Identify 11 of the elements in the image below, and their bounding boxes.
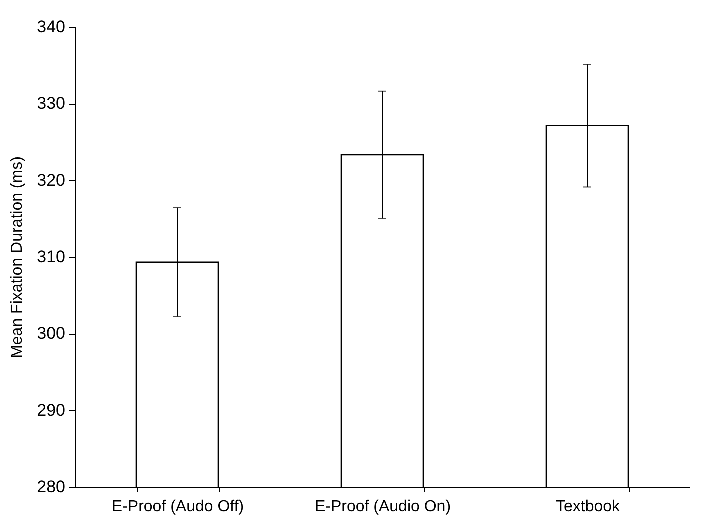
y-tick-label: 330 — [37, 94, 66, 114]
y-axis-title: Mean Fixation Duration (ms) — [9, 156, 26, 358]
x-tick-label: E-Proof (Audio On) — [314, 498, 452, 516]
y-tick-label: 320 — [37, 170, 66, 190]
x-tick-label: Textbook — [556, 498, 622, 516]
y-tick-label: 310 — [37, 248, 66, 266]
y-tick-label: 290 — [37, 400, 66, 420]
y-tick-label: 300 — [37, 324, 66, 344]
y-tick-label: 280 — [37, 478, 66, 496]
x-tick-label: E-Proof (Audo Off) — [112, 498, 244, 516]
y-tick-label: 340 — [37, 18, 66, 36]
